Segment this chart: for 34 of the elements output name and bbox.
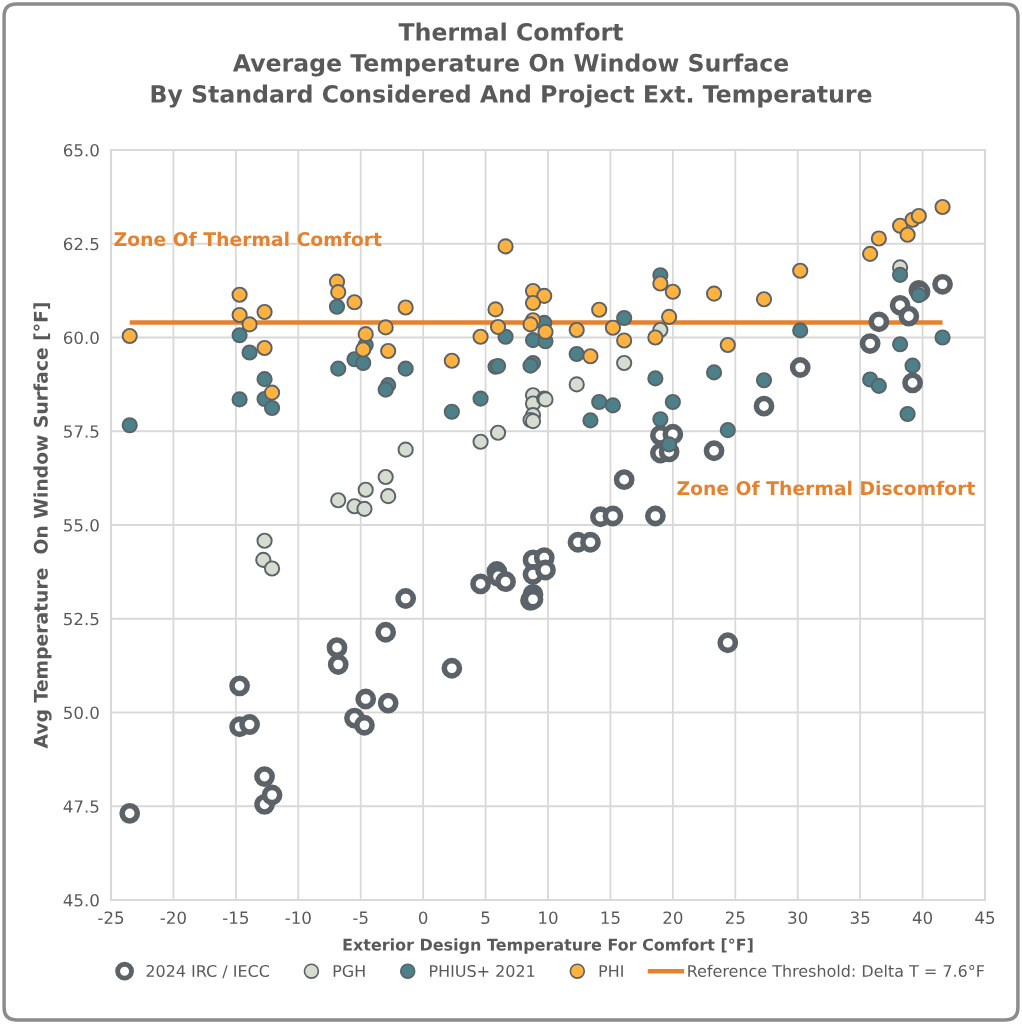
x-tick-label: -20 (160, 911, 186, 925)
legend-label: 2024 IRC / IECC (146, 964, 270, 979)
chart-title: Thermal Comfort Average Temperature On Window Surface By Standard Considered And Project Ext. Temperature (151, 22, 872, 108)
y-tick-label: 52.5 (64, 612, 99, 626)
x-axis-title: Exterior Design Temperature For Comfort [°F] (343, 938, 753, 954)
legend-label: PGH (333, 964, 365, 978)
x-tick-label: -15 (223, 911, 248, 925)
y-tick-label: 50.0 (64, 706, 99, 720)
x-tick-label: -5 (353, 911, 368, 925)
y-tick-label: 57.5 (64, 425, 99, 438)
y-tick-label: 65.0 (63, 143, 99, 157)
y-axis-title: Avg Temperature On Window Surface [°F] (33, 303, 52, 749)
x-tick-label: -10 (285, 911, 311, 925)
x-tick-label: 0 (418, 911, 428, 925)
legend-label: Reference Threshold: Delta T = 7.6°F (688, 964, 984, 978)
x-tick-label: 35 (850, 911, 870, 925)
y-tick-label: 62.5 (63, 237, 99, 251)
x-tick-label: 25 (725, 911, 745, 925)
annotation: Zone Of Thermal Comfort (114, 231, 382, 247)
x-tick-label: -25 (98, 911, 124, 925)
x-tick-label: 15 (601, 911, 620, 925)
legend-label: PHI (599, 965, 623, 977)
y-tick-label: 47.5 (63, 800, 99, 813)
x-tick-label: 10 (539, 911, 558, 925)
y-tick-label: 55.0 (64, 518, 99, 532)
x-tick-label: 40 (912, 911, 933, 925)
annotation: Zone Of Thermal Discomfort (677, 480, 975, 496)
legend-label: PHIUS+ 2021 (430, 964, 535, 978)
x-tick-label: 5 (481, 911, 490, 925)
y-tick-label: 60.0 (63, 331, 99, 345)
x-tick-label: 30 (788, 911, 808, 925)
x-tick-label: 20 (663, 911, 683, 925)
y-tick-label: 45.0 (63, 893, 99, 907)
x-tick-label: 45 (975, 911, 995, 925)
